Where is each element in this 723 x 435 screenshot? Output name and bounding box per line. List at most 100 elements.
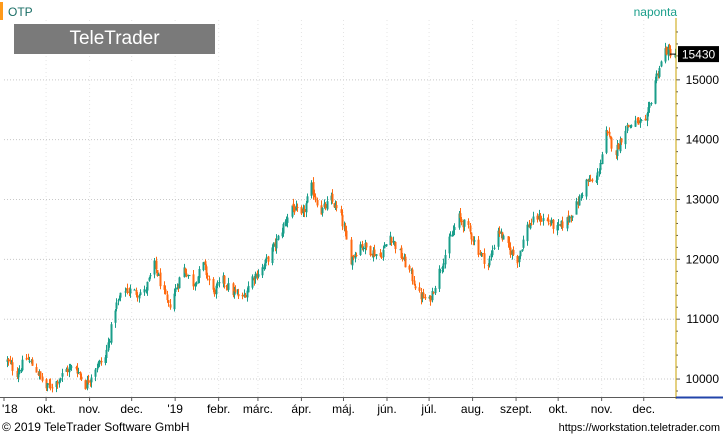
candle xyxy=(115,298,118,312)
candle-body xyxy=(86,379,89,389)
candle-body xyxy=(80,376,83,379)
candle xyxy=(383,242,386,249)
y-tick-label: 11000 xyxy=(687,312,720,326)
candle xyxy=(550,217,553,226)
candle-body xyxy=(630,125,633,127)
candle-body xyxy=(206,275,209,277)
candle xyxy=(352,254,355,261)
candle xyxy=(314,193,317,203)
candle-body xyxy=(380,256,383,258)
candle xyxy=(610,136,613,152)
x-tick-label: '19 xyxy=(167,402,183,416)
candle xyxy=(424,294,427,301)
candle xyxy=(236,289,239,295)
candle xyxy=(68,363,71,378)
candle xyxy=(400,245,403,260)
candle-body xyxy=(644,118,647,121)
candle-body xyxy=(668,48,671,50)
candle-body xyxy=(119,292,122,298)
last-price-box xyxy=(678,46,719,63)
candle-body xyxy=(135,290,138,295)
candle-body xyxy=(176,287,179,290)
candle-body xyxy=(28,360,31,362)
candle-body xyxy=(424,297,427,299)
candle-body xyxy=(601,154,604,165)
candle-body xyxy=(312,182,315,195)
candle-body xyxy=(512,249,515,255)
candle-body xyxy=(293,206,296,213)
candle xyxy=(264,258,267,270)
candle-body xyxy=(640,120,643,122)
candle-body xyxy=(295,205,298,211)
candle-body xyxy=(61,373,64,377)
candle-body xyxy=(108,340,111,343)
candle-body xyxy=(557,223,560,226)
candle xyxy=(149,272,152,279)
candle-body xyxy=(490,253,493,258)
candle xyxy=(509,242,512,258)
candle-body xyxy=(518,255,521,263)
candle xyxy=(341,209,344,231)
candle-body xyxy=(581,195,584,197)
candle xyxy=(380,252,383,259)
candle-body xyxy=(571,215,574,218)
candle-body xyxy=(303,209,306,212)
candle xyxy=(488,255,491,268)
candle-body xyxy=(257,274,260,277)
candle xyxy=(126,283,129,295)
candle xyxy=(605,126,608,155)
candle xyxy=(77,367,80,375)
candle-body xyxy=(94,369,97,377)
candle-body xyxy=(271,247,274,263)
candle-body xyxy=(155,260,158,270)
candle-body xyxy=(184,268,187,273)
x-tick-label: dec. xyxy=(120,402,143,416)
candle-body xyxy=(233,290,236,296)
candle xyxy=(575,197,578,215)
candle-body xyxy=(208,278,211,281)
candle xyxy=(51,383,54,393)
candle xyxy=(21,355,24,372)
candle xyxy=(87,374,90,385)
candle-body xyxy=(335,205,338,209)
candle xyxy=(493,244,496,250)
candle-body xyxy=(153,260,156,275)
candle-body xyxy=(11,362,14,371)
watermark-bold: WorkStation xyxy=(58,58,171,79)
candle xyxy=(293,204,296,215)
candle-body xyxy=(76,368,79,374)
candle xyxy=(385,243,388,247)
candle xyxy=(521,249,524,252)
candle-body xyxy=(87,379,90,383)
candle-body xyxy=(639,120,642,124)
candle-body xyxy=(300,207,303,214)
candle-body xyxy=(138,295,141,299)
candle-body xyxy=(362,247,365,249)
candle-body xyxy=(361,244,364,248)
candle-body xyxy=(17,373,20,378)
candle-body xyxy=(595,180,598,182)
candle xyxy=(153,257,156,279)
candle-body xyxy=(647,107,650,113)
candle-body xyxy=(521,249,524,252)
candle-body xyxy=(41,376,44,381)
gridlines xyxy=(4,20,676,397)
candle xyxy=(119,292,122,302)
candle xyxy=(359,241,362,256)
candle xyxy=(467,218,470,229)
candle-body xyxy=(185,273,188,277)
candle-body xyxy=(654,80,657,104)
candle xyxy=(404,254,407,268)
candle-body xyxy=(620,138,623,143)
x-tick-label: dec. xyxy=(632,402,655,416)
candle xyxy=(394,241,397,254)
candle xyxy=(139,289,142,296)
candle-body xyxy=(413,280,416,285)
candle-body xyxy=(365,242,368,248)
candle-body xyxy=(341,214,344,227)
y-tick-label: 12000 xyxy=(686,252,720,266)
candle-body xyxy=(449,235,452,237)
candle-body xyxy=(148,277,151,281)
candle-body xyxy=(516,256,519,264)
candle xyxy=(305,201,308,218)
